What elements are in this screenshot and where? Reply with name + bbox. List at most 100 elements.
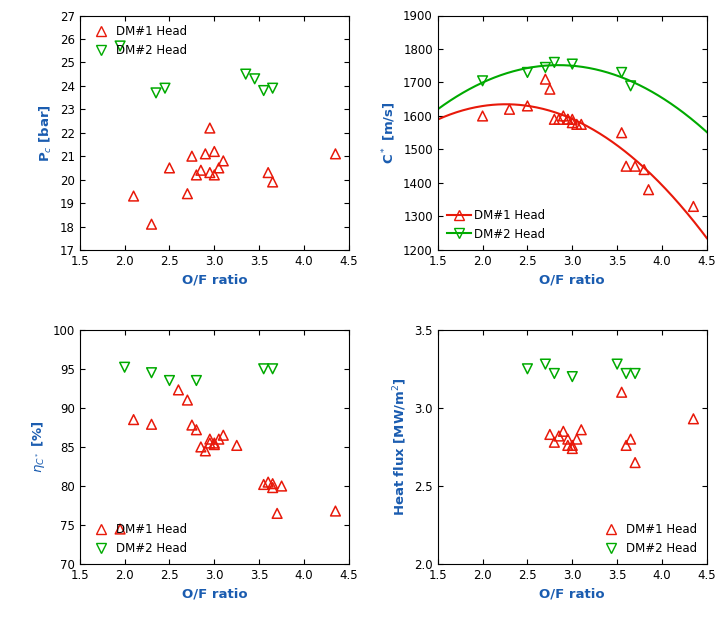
Point [566, 371, 578, 381]
Point [181, 395, 193, 405]
Y-axis label: $\eta_{C^*}$ [%]: $\eta_{C^*}$ [%] [30, 420, 47, 473]
Point [231, 440, 243, 450]
Point [195, 166, 207, 175]
Point [549, 437, 560, 447]
Point [213, 163, 225, 173]
Point [191, 376, 202, 386]
Y-axis label: Heat flux [MW/m$^2$]: Heat flux [MW/m$^2$] [391, 378, 409, 516]
Point [616, 128, 627, 138]
Point [562, 114, 573, 124]
Point [267, 364, 278, 374]
Point [173, 385, 184, 395]
Point [209, 440, 220, 450]
Point [616, 388, 627, 397]
Point [566, 114, 578, 124]
Point [209, 438, 220, 448]
Point [477, 76, 489, 86]
Point [539, 359, 551, 369]
Point [621, 440, 632, 450]
Point [549, 114, 560, 124]
Legend: DM#1 Head, DM#2 Head: DM#1 Head, DM#2 Head [86, 22, 191, 60]
Point [522, 68, 534, 78]
Legend: DM#1 Head, DM#2 Head: DM#1 Head, DM#2 Head [596, 520, 701, 558]
Point [240, 69, 252, 79]
Point [549, 58, 560, 68]
Point [267, 83, 278, 93]
Point [204, 167, 215, 177]
X-axis label: O/F ratio: O/F ratio [539, 273, 605, 286]
Point [477, 111, 489, 121]
Point [611, 359, 623, 369]
Point [643, 185, 655, 195]
Point [146, 368, 157, 378]
Point [558, 111, 569, 121]
Legend: DM#1 Head, DM#2 Head: DM#1 Head, DM#2 Head [444, 205, 549, 244]
Point [267, 177, 278, 187]
Point [262, 477, 274, 487]
Point [621, 161, 632, 171]
Point [544, 430, 555, 440]
Point [186, 420, 198, 430]
Point [119, 362, 130, 372]
Point [204, 123, 215, 133]
Point [629, 161, 641, 171]
Point [553, 431, 565, 441]
Point [199, 149, 211, 159]
Point [191, 170, 202, 180]
Point [629, 368, 641, 378]
Point [549, 368, 560, 378]
Point [553, 114, 565, 124]
Point [330, 149, 341, 159]
Point [209, 170, 220, 180]
Point [558, 427, 569, 436]
Point [258, 364, 270, 374]
Point [504, 104, 515, 114]
Point [181, 188, 193, 198]
Point [146, 419, 157, 429]
Point [204, 438, 215, 448]
Point [522, 101, 534, 111]
Point [164, 376, 175, 386]
X-axis label: O/F ratio: O/F ratio [539, 588, 605, 601]
Point [267, 482, 278, 492]
Point [128, 191, 139, 201]
Point [566, 118, 578, 128]
Y-axis label: P$_c$ [bar]: P$_c$ [bar] [38, 104, 54, 162]
X-axis label: O/F ratio: O/F ratio [181, 273, 247, 286]
Point [115, 41, 126, 51]
Point [276, 481, 287, 491]
Point [115, 524, 126, 534]
Point [249, 74, 260, 84]
Point [262, 167, 274, 177]
Point [544, 84, 555, 94]
Point [128, 415, 139, 425]
Point [562, 114, 573, 124]
Point [146, 219, 157, 229]
Point [191, 425, 202, 435]
Point [562, 440, 573, 450]
Point [164, 163, 175, 173]
Point [213, 434, 225, 444]
Point [267, 479, 278, 489]
Point [576, 425, 587, 435]
Point [258, 86, 270, 95]
Point [687, 202, 699, 211]
Point [621, 368, 632, 378]
Point [218, 156, 229, 166]
Point [566, 443, 578, 453]
Point [539, 74, 551, 84]
Point [204, 434, 215, 444]
Legend: DM#1 Head, DM#2 Head: DM#1 Head, DM#2 Head [86, 520, 191, 558]
Y-axis label: C$^*$ [m/s]: C$^*$ [m/s] [380, 102, 397, 164]
Point [576, 120, 587, 130]
Point [186, 151, 198, 161]
Point [638, 165, 650, 175]
Point [199, 446, 211, 456]
Point [195, 442, 207, 452]
Point [571, 434, 583, 444]
Point [218, 430, 229, 440]
Point [571, 120, 583, 130]
Point [271, 508, 283, 518]
Point [539, 63, 551, 73]
Point [258, 479, 270, 489]
